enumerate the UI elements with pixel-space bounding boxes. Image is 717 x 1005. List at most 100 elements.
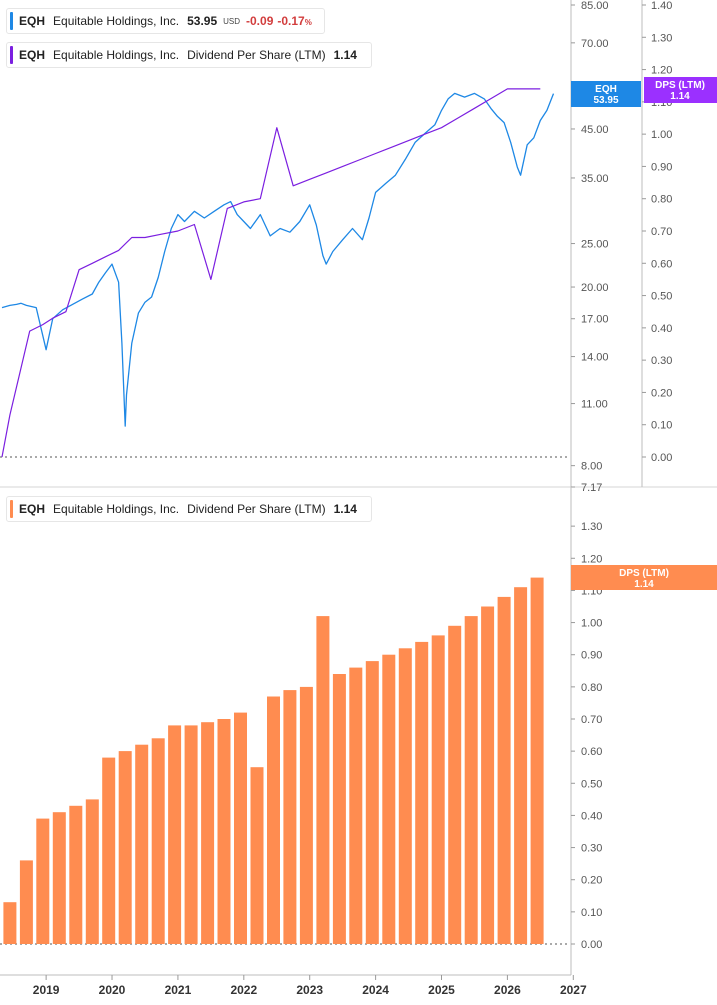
bottom-y-axis: 1.301.201.101.000.900.800.700.600.500.40… bbox=[570, 487, 602, 975]
x-axis: 2019 2020 2021 2022 2023 2024 2025 2026 2027 bbox=[0, 974, 587, 997]
price-legend-swatch bbox=[10, 12, 13, 30]
dps-bar bbox=[299, 686, 313, 944]
dps-bars bbox=[0, 577, 570, 945]
price-tick-label: 20.00 bbox=[581, 282, 609, 294]
dps-bar bbox=[365, 661, 379, 944]
dps-tick-label: 0.40 bbox=[651, 323, 672, 335]
dps-tag-bottom-label: DPS (LTM) bbox=[619, 568, 669, 579]
dps-bar bbox=[382, 654, 396, 944]
dps-tick-label: 0.80 bbox=[651, 194, 672, 206]
dps-legend-bottom-value: 1.14 bbox=[333, 502, 357, 516]
dps-tick-label: 0.50 bbox=[651, 291, 672, 303]
price-tick-label: 11.00 bbox=[581, 399, 608, 411]
price-legend-symbol: EQH bbox=[19, 14, 46, 28]
dps-tag-top-box bbox=[644, 77, 717, 103]
dps-bar bbox=[19, 860, 33, 944]
dps-tick-label: 0.30 bbox=[651, 355, 672, 367]
dps-legend-top[interactable]: EQH Equitable Holdings, Inc. Dividend Pe… bbox=[6, 42, 372, 68]
bottom-tick-label: 0.90 bbox=[581, 650, 602, 662]
dps-bar bbox=[36, 818, 50, 944]
x-tick-label: 2021 bbox=[165, 983, 192, 997]
price-legend-currency: USD bbox=[223, 16, 241, 26]
dps-tick-label: 0.90 bbox=[651, 161, 672, 173]
dps-bar bbox=[118, 751, 132, 944]
dps-legend-bottom[interactable]: EQH Equitable Holdings, Inc. Dividend Pe… bbox=[6, 496, 372, 522]
price-tag-box bbox=[571, 81, 641, 107]
price-tick-label: 17.00 bbox=[581, 314, 609, 326]
bottom-tick-label: 0.40 bbox=[581, 810, 602, 822]
bottom-tick-label: 0.50 bbox=[581, 778, 602, 790]
dps-legend-top-symbol: EQH bbox=[19, 48, 46, 62]
price-legend-name: Equitable Holdings, Inc. bbox=[53, 14, 180, 28]
dps-bar bbox=[464, 616, 478, 944]
dps-legend-bottom-symbol: EQH bbox=[19, 502, 46, 516]
price-tick-label: 85.00 bbox=[581, 0, 609, 12]
dps-line bbox=[1, 88, 541, 458]
dps-tick-label: 1.30 bbox=[651, 32, 672, 44]
dps-legend-bottom-swatch bbox=[10, 500, 13, 518]
price-legend-value: 53.95 bbox=[187, 14, 218, 28]
dps-tag-top-label: DPS (LTM) bbox=[655, 80, 705, 91]
dps-bar bbox=[234, 712, 247, 944]
x-tick-label: 2019 bbox=[33, 983, 60, 997]
dps-bar bbox=[332, 674, 346, 944]
x-tick-label: 2027 bbox=[560, 983, 587, 997]
dps-bar bbox=[431, 635, 445, 944]
bottom-tick-label: 0.60 bbox=[581, 746, 602, 758]
dps-bar bbox=[168, 725, 182, 944]
top-panel-grid bbox=[0, 456, 717, 488]
dps-bar bbox=[250, 767, 264, 944]
x-tick-label: 2023 bbox=[296, 983, 323, 997]
x-tick-label: 2026 bbox=[494, 983, 521, 997]
price-legend[interactable]: EQH Equitable Holdings, Inc. 53.95 USD -… bbox=[6, 8, 325, 34]
dps-bar bbox=[283, 690, 297, 944]
price-legend-change: -0.09 bbox=[246, 14, 274, 28]
dps-bar bbox=[448, 625, 462, 944]
price-tick-label: 70.00 bbox=[581, 38, 609, 50]
x-tick-label: 2024 bbox=[362, 983, 389, 997]
x-tick-label: 2025 bbox=[428, 983, 455, 997]
dps-legend-top-swatch bbox=[10, 46, 13, 64]
bottom-tick-label: 0.80 bbox=[581, 682, 602, 694]
price-tick-label: 35.00 bbox=[581, 173, 609, 185]
bottom-tick-label: 1.30 bbox=[581, 521, 602, 533]
dps-tick-label: 0.70 bbox=[651, 226, 672, 238]
dps-bar bbox=[530, 577, 544, 944]
dps-legend-bottom-metric: Dividend Per Share (LTM) bbox=[187, 502, 326, 516]
price-tick-label: 7.17 bbox=[581, 482, 602, 494]
x-tick-label: 2022 bbox=[230, 983, 257, 997]
dps-series-line bbox=[1, 88, 541, 458]
dps-bar bbox=[69, 805, 83, 944]
x-tick-label: 2020 bbox=[99, 983, 126, 997]
dps-tick-label: 0.00 bbox=[651, 452, 672, 464]
dps-bar bbox=[349, 667, 363, 944]
bottom-tick-label: 0.30 bbox=[581, 843, 602, 855]
dps-bar bbox=[151, 738, 165, 944]
dps-tag-bottom-value: 1.14 bbox=[634, 579, 654, 590]
price-line bbox=[1, 92, 555, 427]
price-legend-pct-sign: % bbox=[304, 18, 312, 27]
dps-bar bbox=[3, 902, 17, 944]
price-tick-label: 45.00 bbox=[581, 124, 609, 136]
dps-bar bbox=[514, 587, 528, 944]
price-tag-value: 53.95 bbox=[593, 95, 618, 106]
bottom-tick-label: 0.70 bbox=[581, 714, 602, 726]
dps-legend-top-name: Equitable Holdings, Inc. bbox=[53, 48, 180, 62]
dps-bar bbox=[497, 596, 511, 944]
dps-legend-bottom-name: Equitable Holdings, Inc. bbox=[53, 502, 180, 516]
dps-tick-label: 1.00 bbox=[651, 129, 672, 141]
dps-bar bbox=[398, 648, 412, 944]
dps-legend-top-metric: Dividend Per Share (LTM) bbox=[187, 48, 326, 62]
dps-bar bbox=[85, 799, 99, 944]
price-tick-label: 25.00 bbox=[581, 239, 609, 251]
dps-y-axis: 1.401.301.201.101.000.900.800.700.600.50… bbox=[641, 0, 672, 487]
dps-bar bbox=[481, 606, 495, 944]
dps-tick-label: 0.20 bbox=[651, 387, 672, 399]
dps-bar bbox=[201, 722, 215, 944]
dps-tag-bottom-box bbox=[571, 565, 717, 590]
dps-tag-top-value: 1.14 bbox=[670, 91, 690, 102]
dps-tick-label: 0.60 bbox=[651, 258, 672, 270]
dps-bar bbox=[316, 616, 330, 944]
price-tick-label: 14.00 bbox=[581, 352, 609, 364]
